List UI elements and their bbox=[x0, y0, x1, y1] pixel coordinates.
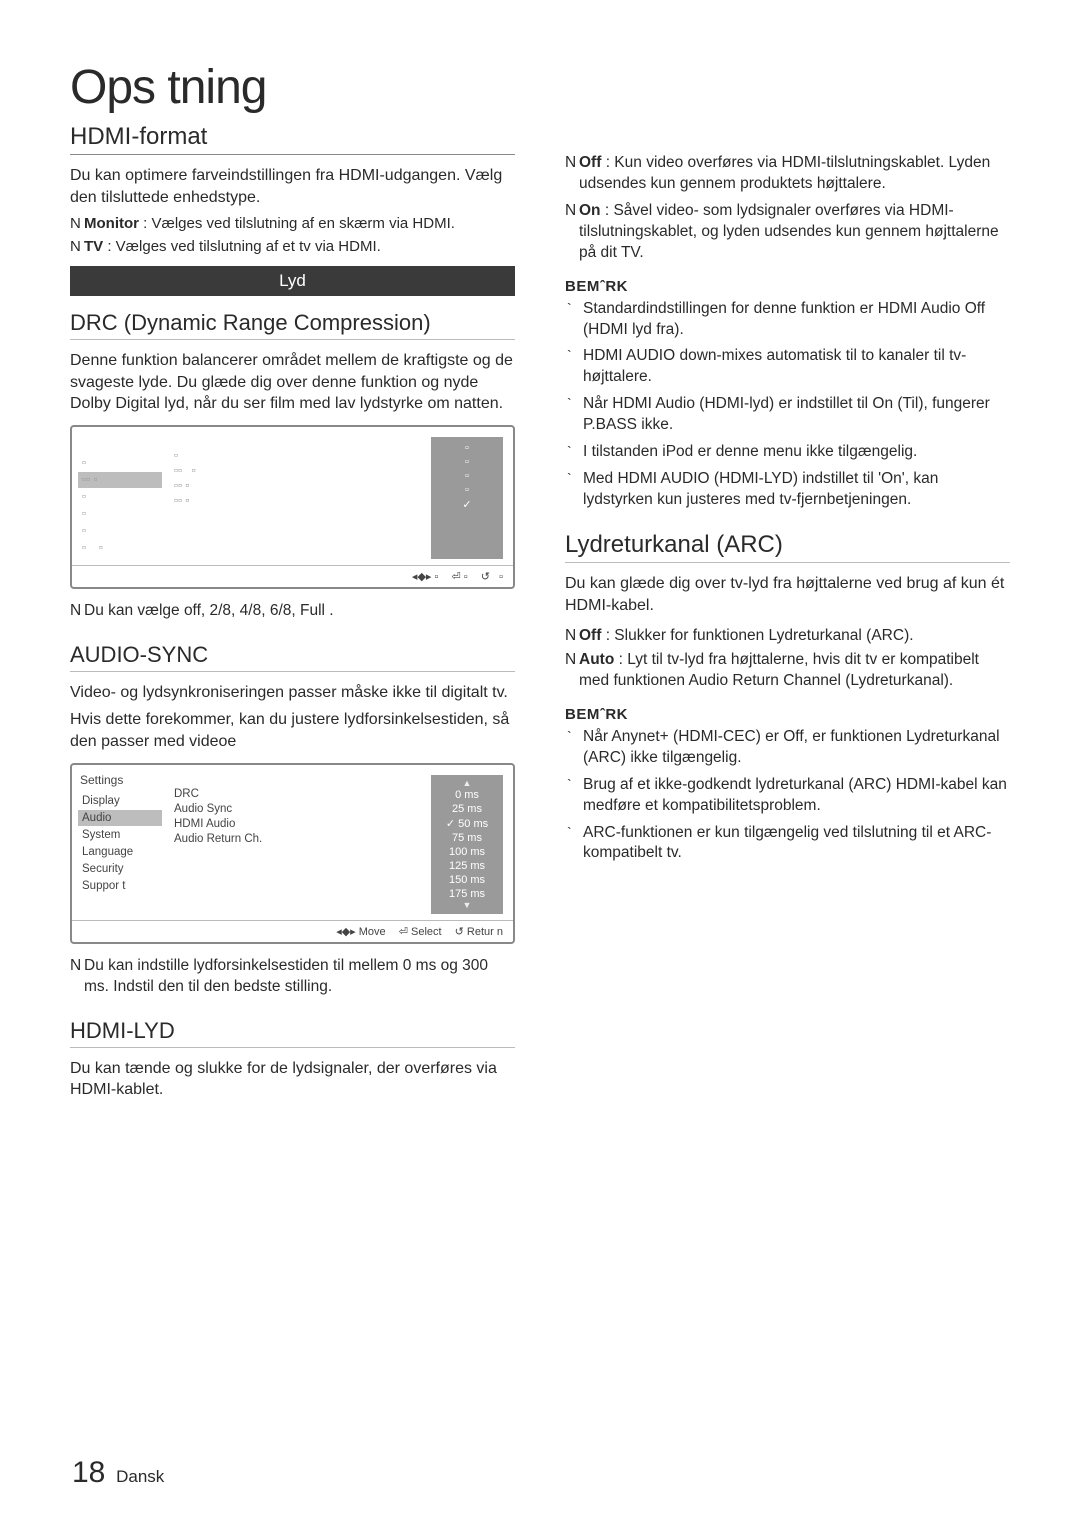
settings-values: ▫ ▫ ▫ ▫ ✓ bbox=[431, 437, 503, 559]
page-title: Ops tning bbox=[70, 60, 1010, 115]
list-item[interactable]: Suppor t bbox=[78, 878, 162, 894]
note-item: Med HDMI AUDIO (HDMI-LYD) indstillet til… bbox=[579, 469, 1010, 511]
nav-hint-return: ↺ Retur n bbox=[455, 926, 503, 938]
list-item: ▫ bbox=[78, 489, 162, 505]
note-item: Brug af et ikke-godkendt lydreturkanal (… bbox=[579, 775, 1010, 817]
note-audiosync-range: N Du kan indstille lydforsinkelsestiden … bbox=[70, 956, 515, 998]
list-item: ▫ bbox=[78, 506, 162, 522]
section-band-lyd: Lyd bbox=[70, 266, 515, 296]
text-audio-sync-2: Hvis dette forekommer, kan du justere ly… bbox=[70, 709, 515, 752]
settings-footer-bar: ◂◆▸ ▫ ⏎ ▫ ↺ ▫ bbox=[72, 565, 513, 587]
page-number: 18 bbox=[72, 1456, 105, 1489]
list-item: ▫ ▫ bbox=[78, 540, 162, 556]
opt-tv: N TV : Vælges ved tilslutning af et tv v… bbox=[70, 237, 515, 257]
opt-arc-off: N Off : Slukker for funktionen Lydreturk… bbox=[565, 626, 1010, 647]
note-item: HDMI AUDIO down-mixes automatisk til to … bbox=[579, 346, 1010, 388]
list-item: ▫▫ ▫ bbox=[172, 464, 274, 478]
note-item: ARC-funktionen er kun tilgængelig ved ti… bbox=[579, 823, 1010, 865]
text-arc: Du kan glæde dig over tv-lyd fra højttal… bbox=[565, 573, 1010, 616]
note-item: I tilstanden iPod er denne menu ikke til… bbox=[579, 442, 1010, 463]
text-hdmi-lyd: Du kan tænde og slukke for de lydsignale… bbox=[70, 1058, 515, 1101]
note-item: Når Anynet+ (HDMI-CEC) er Off, er funkti… bbox=[579, 727, 1010, 769]
heading-hdmi-lyd: HDMI-LYD bbox=[70, 1018, 515, 1048]
heading-audio-sync: AUDIO-SYNC bbox=[70, 642, 515, 672]
nav-hint: ⏎ ▫ bbox=[451, 571, 467, 583]
list-item[interactable]: System bbox=[78, 827, 162, 843]
list-item[interactable]: HDMI Audio bbox=[172, 817, 274, 831]
left-column: HDMI-format Du kan optimere farveindstil… bbox=[70, 119, 515, 1107]
page-language: Dansk bbox=[116, 1467, 164, 1486]
list-item: ▫ bbox=[78, 523, 162, 539]
list-item: ▫ bbox=[172, 449, 274, 463]
nav-hint-move: ◂◆▸ Move bbox=[336, 926, 385, 938]
list-item: ▫▫ ▫ bbox=[172, 479, 274, 493]
note-heading: BEMˆRK bbox=[565, 278, 1010, 295]
heading-hdmi-format: HDMI-format bbox=[70, 123, 515, 155]
opt-arc-auto: N Auto : Lyt til tv-lyd fra højttalerne,… bbox=[565, 650, 1010, 692]
opt-monitor: N Monitor : Vælges ved tilslutning af en… bbox=[70, 214, 515, 234]
list-item[interactable]: Security bbox=[78, 861, 162, 877]
list-item[interactable]: Audio Return Ch. bbox=[172, 832, 274, 846]
settings-footer-bar: ◂◆▸ Move ⏎ Select ↺ Retur n bbox=[72, 920, 513, 942]
heading-drc: DRC (Dynamic Range Compression) bbox=[70, 310, 515, 340]
settings-heading: Settings bbox=[78, 773, 162, 787]
note-drc-range: N Du kan vælge off, 2/8, 4/8, 6/8, Full … bbox=[70, 601, 515, 622]
chevron-down-icon[interactable]: ▼ bbox=[431, 901, 503, 910]
note-block: Når Anynet+ (HDMI-CEC) er Off, er funkti… bbox=[565, 727, 1010, 865]
settings-box-drc: Settings ▫ ▫▫ ▫ ▫ ▫ ▫ ▫ ▫ ▫ ▫▫ ▫ ▫▫ ▫ ▫▫… bbox=[70, 425, 515, 589]
nav-hint: ↺ ▫ bbox=[481, 571, 503, 583]
list-item: ▫▫ ▫ bbox=[172, 494, 274, 508]
list-item[interactable]: Audio Sync bbox=[172, 802, 274, 816]
chevron-up-icon[interactable]: ▲ bbox=[431, 779, 503, 788]
list-item: ▫ bbox=[78, 455, 162, 471]
note-item: Standardindstillingen for denne funktion… bbox=[579, 299, 1010, 341]
heading-arc: Lydreturkanal (ARC) bbox=[565, 531, 1010, 563]
settings-box-audiosync: Settings Display Audio System Language S… bbox=[70, 763, 515, 944]
list-item[interactable]: DRC bbox=[172, 787, 274, 801]
text-drc: Denne funktion balancerer området mellem… bbox=[70, 350, 515, 415]
settings-values[interactable]: ▲ 0 ms 25 ms 50 ms 75 ms 100 ms 125 ms 1… bbox=[431, 775, 503, 914]
note-heading: BEMˆRK bbox=[565, 706, 1010, 723]
list-item: ▫▫ ▫ bbox=[78, 472, 162, 488]
page-footer: 18 Dansk bbox=[72, 1456, 164, 1490]
list-item[interactable]: Audio bbox=[78, 810, 162, 826]
list-item[interactable]: Display bbox=[78, 793, 162, 809]
list-item[interactable]: Language bbox=[78, 844, 162, 860]
opt-on: N On : Såvel video- som lydsignaler over… bbox=[565, 201, 1010, 264]
right-column: N Off : Kun video overføres via HDMI-til… bbox=[565, 119, 1010, 1107]
nav-hint: ◂◆▸ ▫ bbox=[412, 571, 438, 583]
opt-off: N Off : Kun video overføres via HDMI-til… bbox=[565, 153, 1010, 195]
note-item: Når HDMI Audio (HDMI-lyd) er indstillet … bbox=[579, 394, 1010, 436]
text-hdmi-format: Du kan optimere farveindstillingen fra H… bbox=[70, 165, 515, 208]
note-block: Standardindstillingen for denne funktion… bbox=[565, 299, 1010, 511]
text-audio-sync-1: Video- og lydsynkroniseringen passer mås… bbox=[70, 682, 515, 704]
nav-hint-select: ⏎ Select bbox=[399, 926, 442, 938]
